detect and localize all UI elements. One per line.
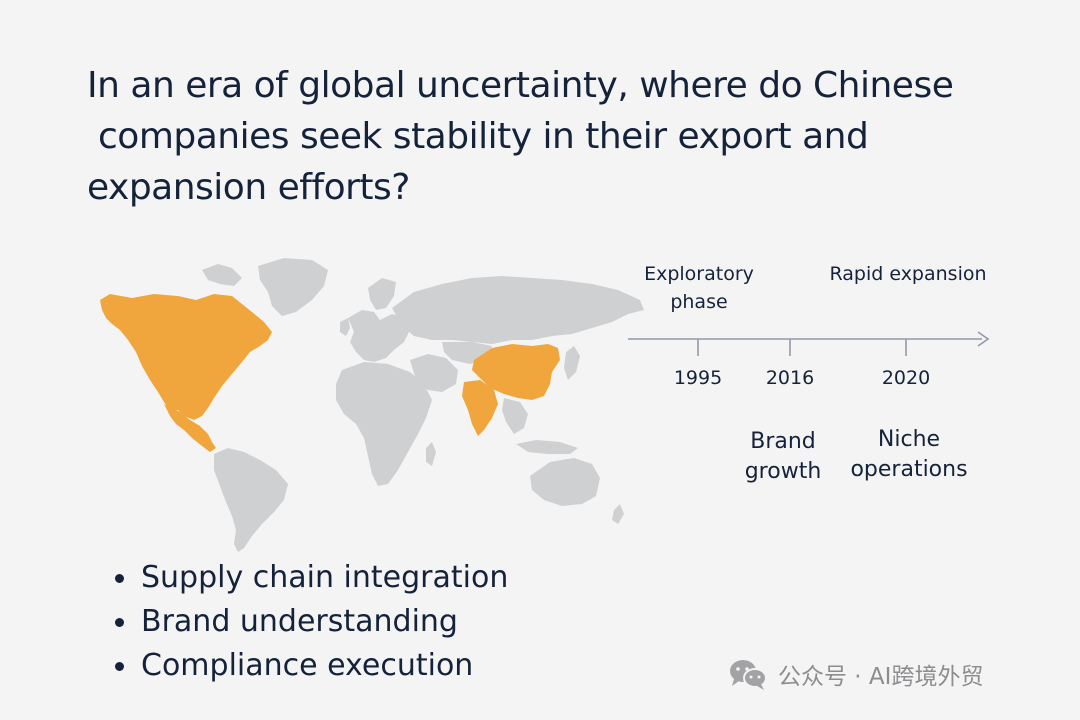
title-line-3: expansion efforts? <box>87 167 410 208</box>
map-region-greenland <box>258 258 328 316</box>
list-item-label: Supply chain integration <box>141 560 509 595</box>
timeline-arrowhead <box>977 331 990 347</box>
map-region-south-america <box>214 448 288 552</box>
watermark-text: 公众号 · AI跨境外贸 <box>778 664 984 690</box>
title-line-2: companies seek stability in their export… <box>98 116 869 157</box>
map-region-japan <box>564 346 580 380</box>
wechat-icon <box>730 660 767 690</box>
map-region-uk <box>340 318 350 336</box>
timeline-phase-rapid-expansion: Rapid expansion <box>829 263 987 285</box>
timeline-phase-exploratory: Exploratory phase <box>644 263 754 313</box>
list-item: Brand understanding <box>115 600 508 644</box>
map-region-mexico <box>164 404 216 452</box>
map-region-north-america <box>100 294 272 420</box>
list-item-label: Brand understanding <box>141 604 458 639</box>
bullet-dot <box>115 617 124 627</box>
map-region-scandinavia <box>368 278 396 310</box>
timeline-year-2016: 2016 <box>765 367 815 389</box>
list-item-label: Compliance execution <box>141 648 474 683</box>
map-region-india <box>462 380 498 436</box>
key-factors-list: Supply chain integration Brand understan… <box>115 556 508 688</box>
world-map <box>100 258 644 552</box>
map-region-madagascar <box>426 442 436 466</box>
map-region-china <box>472 344 560 400</box>
map-region-europe <box>348 310 410 362</box>
timeline-year-1995: 1995 <box>673 367 723 389</box>
list-item: Compliance execution <box>115 644 508 688</box>
bullet-dot <box>115 661 124 671</box>
timeline-year-2020: 2020 <box>881 367 931 389</box>
map-region-new-zealand <box>612 504 624 524</box>
watermark: 公众号 · AI跨境外贸 <box>728 657 983 691</box>
map-region-indonesia <box>516 440 578 454</box>
map-region-arctic-islands <box>202 264 242 286</box>
page-title: In an era of global uncertainty, where d… <box>87 60 1027 213</box>
map-region-middle-east <box>410 354 458 392</box>
bullet-dot <box>115 573 124 583</box>
title-line-1: In an era of global uncertainty, where d… <box>87 65 954 106</box>
map-region-australia <box>530 458 600 506</box>
list-item: Supply chain integration <box>115 556 508 600</box>
map-region-southeast-asia <box>502 398 528 434</box>
map-region-africa <box>336 362 432 486</box>
timeline-stage-brand-growth: Brand growth <box>744 429 822 484</box>
timeline-stage-niche-operations: Niche operations <box>850 427 968 482</box>
map-region-russia <box>392 276 644 344</box>
